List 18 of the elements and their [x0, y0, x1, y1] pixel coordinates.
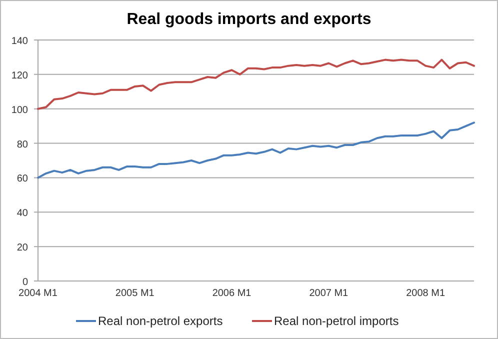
y-tick-label: 60 [16, 174, 28, 185]
x-tick-label: 2004 M1 [18, 288, 58, 299]
line-series [37, 58, 475, 110]
y-tick-label: 20 [16, 242, 28, 254]
x-tick-label: 2006 M1 [212, 288, 252, 299]
y-tick-label: 140 [11, 36, 28, 47]
y-tick-label: 100 [11, 104, 28, 116]
line-series [37, 122, 475, 179]
x-tick-label: 2007 M1 [309, 288, 349, 299]
legend-label: Real non-petrol imports [274, 314, 399, 328]
y-tick-label: 120 [11, 70, 28, 82]
y-tick-label: 80 [16, 139, 28, 150]
y-tick-label: 40 [16, 208, 28, 220]
legend-label: Real non-petrol exports [98, 314, 223, 328]
x-tick-label: 2008 M1 [406, 288, 446, 299]
y-tick-label: 0 [22, 277, 28, 288]
chart-title: Real goods imports and exports [126, 11, 372, 28]
x-tick-label: 2005 M1 [115, 288, 155, 299]
